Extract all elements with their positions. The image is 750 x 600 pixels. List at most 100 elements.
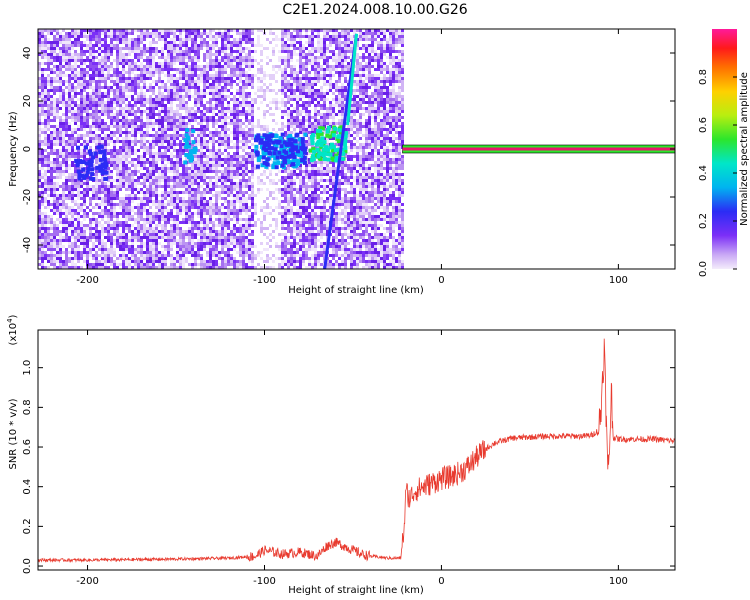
heatmap-cell [146,65,149,68]
heatmap-cell [101,77,104,80]
heatmap-cell [167,209,170,212]
heatmap-cell [176,161,179,164]
heatmap-cell [62,239,65,242]
heatmap-cell [245,230,248,233]
heatmap-cell [68,116,71,119]
heatmap-cell [155,32,158,35]
heatmap-cell [80,47,83,50]
heatmap-cell [59,248,62,251]
heatmap-cell [71,194,74,197]
heatmap-cell [218,212,221,215]
heatmap-cell [134,128,137,131]
heatmap-cell [230,146,233,149]
heatmap-cell [137,128,140,131]
heatmap-cell [65,203,68,206]
heatmap-cell [170,122,173,125]
heatmap-cell [68,32,71,35]
heatmap-cell [230,248,233,251]
heatmap-cell [212,89,215,92]
heatmap-cell [149,155,152,158]
heatmap-cell [191,164,194,167]
heatmap-cell [56,128,59,131]
heatmap-cell [41,176,44,179]
heatmap-cell [38,32,41,35]
heatmap-cell [71,65,74,68]
heatmap-cell [149,224,152,227]
heatmap-cell [179,140,182,143]
heatmap-cell [170,266,173,269]
heatmap-cell [260,80,263,83]
heatmap-cell [59,197,62,200]
heatmap-cell [116,50,119,53]
heatmap-cell [170,62,173,65]
heatmap-cell [269,212,272,215]
heatmap-cell [122,206,125,209]
heatmap-cell [119,167,122,170]
heatmap-cell [62,227,65,230]
heatmap-cell [251,149,254,152]
heatmap-cell [185,44,188,47]
heatmap-cell [77,236,80,239]
heatmap-cell [218,119,221,122]
heatmap-cell [215,32,218,35]
heatmap-cell [110,152,113,155]
heatmap-cell [110,98,113,101]
heatmap-cell [161,128,164,131]
heatmap-cell [203,56,206,59]
heatmap-cell [107,158,110,161]
heatmap-cell [161,38,164,41]
heatmap-cell [194,158,197,161]
heatmap-cell [137,131,140,134]
heatmap-cell [86,44,89,47]
heatmap-cell [263,125,266,128]
heatmap-cell [53,71,56,74]
heatmap-cell [113,92,116,95]
heatmap-cell [38,245,41,248]
heatmap-cell [272,230,275,233]
heatmap-cell [74,251,77,254]
heatmap-cell [47,107,50,110]
heatmap-cell [38,203,41,206]
heatmap-cell [116,47,119,50]
heatmap-cell [107,68,110,71]
heatmap-cell [164,44,167,47]
heatmap-cell [128,236,131,239]
heatmap-cell [173,53,176,56]
heatmap-cell [104,62,107,65]
heatmap-cell [74,170,77,173]
heatmap-cell [128,53,131,56]
heatmap-cell [38,230,41,233]
heatmap-cell [248,197,251,200]
heatmap-cell [227,107,230,110]
heatmap-cell [161,167,164,170]
heatmap-cell [62,35,65,38]
heatmap-cell [65,149,68,152]
heatmap-cell [194,251,197,254]
heatmap-cell [59,116,62,119]
heatmap-cell [161,254,164,257]
heatmap-cell [185,248,188,251]
heatmap-cell [134,236,137,239]
heatmap-cell [56,194,59,197]
heatmap-cell [92,164,95,167]
heatmap-cell [158,230,161,233]
heatmap-cell [236,65,239,68]
heatmap-cell [125,110,128,113]
heatmap-cell [134,29,137,32]
heatmap-cell [233,161,236,164]
heatmap-cell [236,131,239,134]
heatmap-cell [131,95,134,98]
heatmap-cell [128,89,131,92]
heatmap-cell [188,110,191,113]
heatmap-cell [164,266,167,269]
heatmap-cell [203,233,206,236]
heatmap-cell [185,83,188,86]
heatmap-cell [197,251,200,254]
heatmap-cell [71,236,74,239]
heatmap-cell [197,257,200,260]
heatmap-cell [176,38,179,41]
heatmap-cell [179,116,182,119]
heatmap-cell [239,62,242,65]
heatmap-cell [209,221,212,224]
heatmap-cell [122,101,125,104]
